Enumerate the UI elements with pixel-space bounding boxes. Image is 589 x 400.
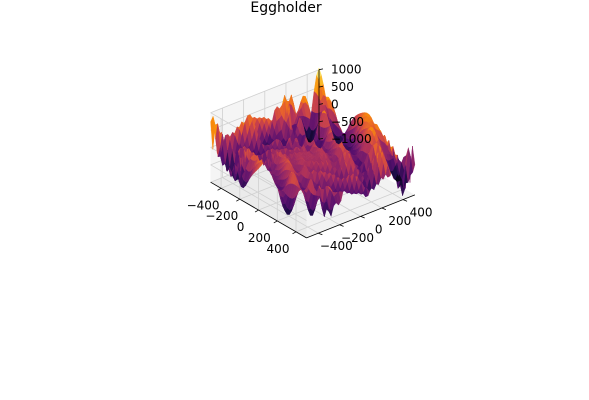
z-tick-label: 0 (331, 97, 339, 111)
surface-plot (210, 67, 416, 217)
y-tick-label: 400 (410, 206, 433, 220)
y-tick-mark (318, 232, 323, 236)
grid-line-y (222, 177, 319, 234)
z-tick-label: 1000 (331, 63, 362, 77)
z-tick-label: −1000 (331, 132, 372, 146)
z-tick-mark (318, 138, 324, 140)
y-tick-label: 200 (388, 214, 411, 228)
z-tick-mark (318, 120, 324, 123)
y-tick-label: −400 (320, 239, 353, 253)
z-tick-mark (318, 103, 324, 105)
x-tick-mark (254, 209, 259, 213)
y-tick-mark (360, 216, 365, 219)
z-tick-label: −500 (331, 115, 364, 129)
x-tick-label: 0 (237, 220, 245, 234)
x-axis-line (210, 181, 307, 239)
z-tick-mark (318, 85, 324, 88)
y-tick-mark (381, 207, 387, 210)
x-tick-mark (292, 231, 297, 235)
x-tick-mark (273, 220, 278, 224)
chart-title: Eggholder (250, 0, 321, 16)
y-tick-mark (402, 199, 408, 202)
x-tick-mark (236, 198, 241, 202)
z-tick-label: 500 (331, 80, 354, 94)
x-tick-label: 400 (267, 242, 290, 256)
x-tick-label: −200 (205, 209, 238, 223)
axis-lines (210, 68, 416, 239)
x-tick-label: −400 (187, 198, 220, 212)
x-tick-label: 200 (248, 231, 271, 245)
y-tick-mark (339, 224, 344, 227)
grid-line-z (210, 69, 320, 114)
z-tick-mark (318, 68, 324, 71)
y-tick-label: 0 (375, 222, 383, 236)
y-tick-label: −200 (341, 231, 374, 245)
x-tick-mark (217, 187, 222, 191)
